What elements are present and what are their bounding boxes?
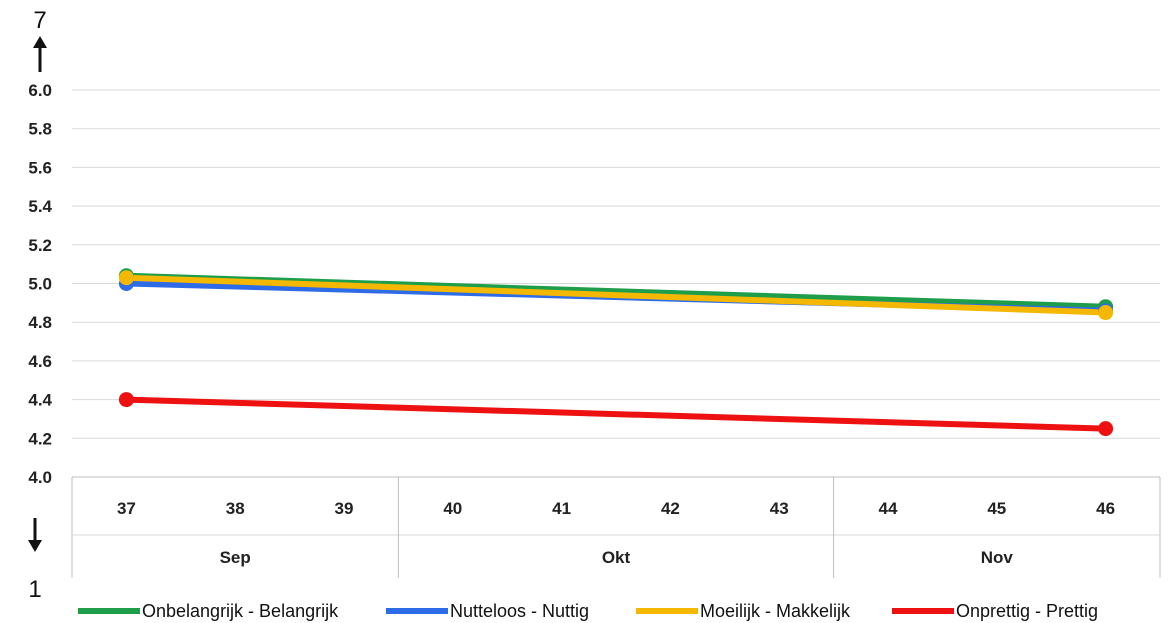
x-tick-label: 41: [552, 499, 571, 518]
series-line: [123, 396, 1109, 432]
x-tick-label: 43: [770, 499, 789, 518]
x-tick-label: 46: [1096, 499, 1115, 518]
legend-label: Onbelangrijk - Belangrijk: [142, 601, 339, 621]
x-tick-label: 38: [226, 499, 245, 518]
scale-min-label: 1: [28, 576, 41, 603]
data-point: [118, 270, 134, 286]
down-arrow-icon: [28, 518, 42, 552]
y-tick-label: 4.2: [28, 429, 52, 448]
legend: Onbelangrijk - Belangrijk Nutteloos - Nut…: [78, 601, 1098, 621]
series-points: [118, 268, 1114, 437]
x-axis: 37 38 39 40 41 42 43 44 45 46 Sep Okt Nov: [71, 477, 1161, 578]
x-tick-label: 39: [335, 499, 354, 518]
y-tick-label: 4.8: [28, 313, 52, 332]
y-tick-label: 5.4: [28, 197, 52, 216]
x-tick-label: 45: [987, 499, 1006, 518]
legend-label: Onprettig - Prettig: [956, 601, 1098, 621]
y-tick-label: 5.6: [28, 158, 52, 177]
data-point: [1098, 305, 1114, 321]
x-group-label: Sep: [220, 548, 251, 567]
y-tick-label: 4.4: [28, 391, 52, 410]
data-point: [1098, 421, 1114, 437]
y-tick-label: 6.0: [28, 81, 52, 100]
y-tick-label: 4.6: [28, 352, 52, 371]
x-tick-label: 37: [117, 499, 136, 518]
series-line: [123, 274, 1109, 316]
x-tick-label: 44: [879, 499, 898, 518]
y-axis: 6.0 5.8 5.6 5.4 5.2 5.0 4.8 4.6 4.4 4.2 4.0: [28, 81, 52, 487]
x-tick-label: 42: [661, 499, 680, 518]
scale-max-label: 7: [33, 7, 46, 34]
series-lines: [123, 272, 1109, 432]
data-point: [118, 392, 134, 408]
y-tick-label: 4.0: [28, 468, 52, 487]
y-tick-label: 5.0: [28, 275, 52, 294]
y-tick-label: 5.2: [28, 236, 52, 255]
x-group-label: Nov: [981, 548, 1014, 567]
x-tick-label: 40: [443, 499, 462, 518]
y-tick-label: 5.8: [28, 120, 52, 139]
legend-label: Moeilijk - Makkelijk: [700, 601, 851, 621]
x-group-label: Okt: [602, 548, 631, 567]
legend-label: Nutteloos - Nuttig: [450, 601, 589, 621]
up-arrow-icon: [33, 36, 47, 72]
